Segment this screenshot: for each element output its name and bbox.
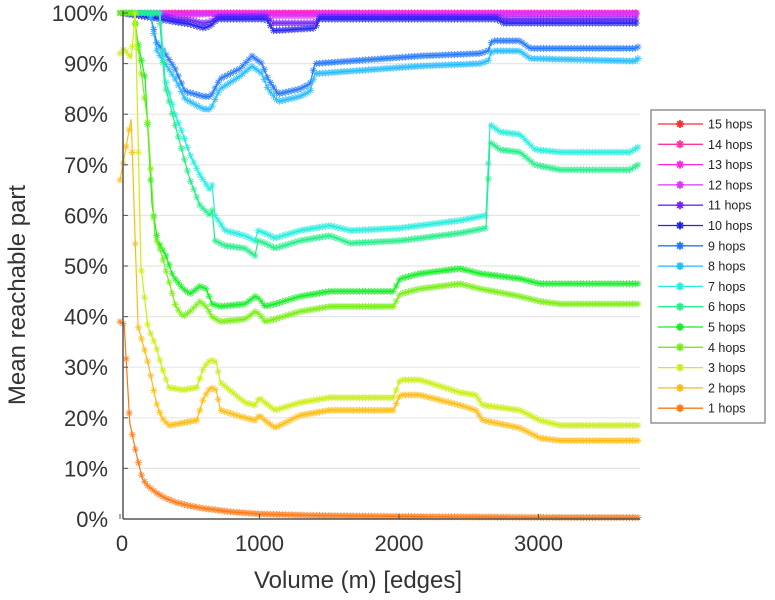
legend-item: 12 hops [658, 178, 752, 192]
legend-marker-icon [676, 140, 684, 149]
y-tick-label: 0% [76, 507, 108, 532]
legend-label: 8 hops [708, 260, 746, 274]
legend-label: 10 hops [708, 219, 752, 233]
y-tick-label: 10% [64, 456, 108, 481]
x-axis-title: Volume (m) [edges] [254, 567, 462, 594]
legend-label: 3 hops [708, 361, 746, 375]
legend-item: 2 hops [658, 381, 746, 395]
legend-marker-icon [676, 241, 684, 250]
legend-marker-icon [676, 302, 684, 311]
series-5-hops [116, 9, 642, 310]
x-tick-label: 1000 [235, 531, 284, 556]
y-axis-title: Mean reachable part [4, 185, 31, 405]
legend-marker-icon [676, 262, 684, 271]
series-markers [116, 9, 642, 325]
legend: 15 hops 14 hops 13 hops 12 hops 11 hops 10 ho… [650, 109, 766, 424]
x-ticks: 0 1000 2000 3000 [116, 514, 563, 556]
legend-item: 8 hops [658, 260, 746, 274]
legend-label: 1 hops [708, 402, 746, 416]
y-tick-label: 40% [64, 305, 108, 330]
series-markers [116, 318, 642, 521]
legend-item: 6 hops [658, 300, 746, 314]
series-4-hops [116, 9, 642, 325]
legend-item: 14 hops [658, 138, 752, 152]
legend-label: 5 hops [708, 321, 746, 335]
legend-marker-icon [676, 221, 684, 230]
series-2-hops [116, 119, 642, 445]
legend-label: 15 hops [708, 118, 752, 132]
legend-label: 6 hops [708, 300, 746, 314]
legend-label: 9 hops [708, 239, 746, 253]
legend-marker-icon [676, 201, 684, 210]
x-tick-label: 0 [116, 531, 128, 556]
series-1-hops [116, 318, 642, 521]
legend-label: 4 hops [708, 341, 746, 355]
legend-item: 9 hops [658, 239, 746, 253]
legend-item: 3 hops [658, 361, 746, 375]
y-tick-label: 60% [64, 203, 108, 228]
legend-marker-icon [676, 383, 684, 392]
legend-marker-icon [676, 160, 684, 169]
y-tick-label: 80% [64, 102, 108, 127]
series-markers [116, 9, 642, 310]
y-tick-label: 100% [52, 1, 108, 26]
legend-marker-icon [676, 282, 684, 291]
y-tick-label: 30% [64, 355, 108, 380]
legend-marker-icon [676, 120, 684, 128]
series-3-hops [116, 9, 642, 429]
legend-label: 13 hops [708, 158, 752, 172]
legend-marker-icon [676, 404, 684, 413]
x-tick-label: 2000 [375, 531, 424, 556]
series-markers [116, 9, 642, 429]
legend-label: 12 hops [708, 178, 752, 192]
series-layer [116, 9, 642, 521]
series-markers [116, 9, 642, 245]
x-tick-label: 3000 [514, 531, 563, 556]
y-tick-label: 70% [64, 153, 108, 178]
y-ticks: 0% 10% 20% 30% 40% 50% 60% 70% 80% 90% 100% [52, 1, 128, 532]
legend-marker-icon [676, 323, 684, 331]
legend-marker-icon [676, 180, 684, 189]
series-6-hops [116, 9, 642, 260]
legend-marker-icon [676, 363, 684, 372]
legend-item: 11 hops [658, 199, 752, 213]
legend-item: 1 hops [658, 402, 746, 416]
series-7-hops [116, 9, 642, 245]
legend-item: 10 hops [658, 219, 752, 233]
axes [122, 11, 640, 520]
y-tick-label: 50% [64, 254, 108, 279]
y-tick-label: 90% [64, 52, 108, 77]
legend-item: 4 hops [658, 341, 746, 355]
series-line [119, 12, 638, 426]
series-markers [116, 126, 642, 445]
legend-label: 7 hops [708, 280, 746, 294]
legend-marker-icon [676, 343, 684, 352]
legend-item: 5 hops [658, 321, 746, 335]
legend-label: 2 hops [708, 381, 746, 395]
series-9-hops [116, 9, 642, 100]
legend-item: 15 hops [658, 118, 752, 132]
legend-item: 13 hops [658, 158, 752, 172]
legend-label: 11 hops [708, 199, 752, 213]
y-tick-label: 20% [64, 406, 108, 431]
legend-item: 7 hops [658, 280, 746, 294]
legend-label: 14 hops [708, 138, 752, 152]
